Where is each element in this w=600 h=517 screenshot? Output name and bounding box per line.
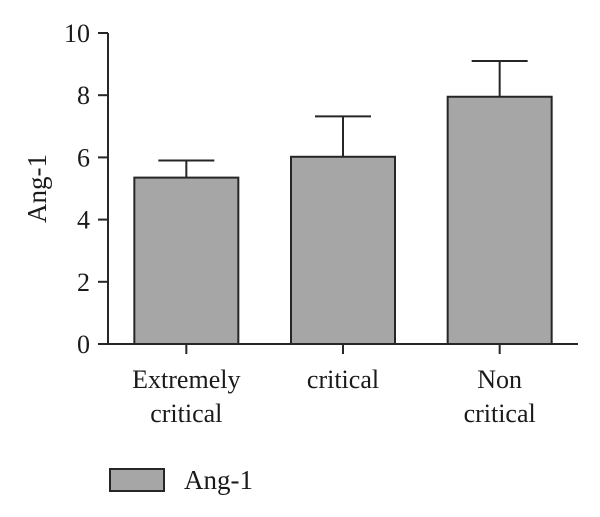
x-tick-label-0: Extremely critical [132, 365, 240, 428]
x-tick-label-2: Non critical [464, 365, 536, 428]
labels-layer: Extremely critical critical Non critical 0 2 4 6… [64, 19, 536, 428]
bar-1 [290, 155, 396, 345]
y-axis-label: Ang-1 [22, 154, 52, 223]
x-tick-label-1: critical [307, 365, 379, 394]
bar-2 [446, 95, 553, 345]
bar-0 [133, 176, 240, 345]
y-tick-label-0: 0 [77, 330, 90, 359]
legend: Ang-1 [109, 465, 253, 495]
y-tick-label-3: 6 [77, 143, 90, 172]
y-tick-label-4: 8 [77, 81, 90, 110]
legend-label: Ang-1 [184, 465, 253, 495]
legend-swatch [109, 468, 165, 492]
y-tick-label-5: 10 [64, 19, 90, 48]
axes-layer [98, 32, 578, 354]
error-bars-layer [158, 59, 528, 178]
y-tick-label-1: 2 [77, 268, 90, 297]
y-tick-label-2: 4 [77, 206, 90, 235]
